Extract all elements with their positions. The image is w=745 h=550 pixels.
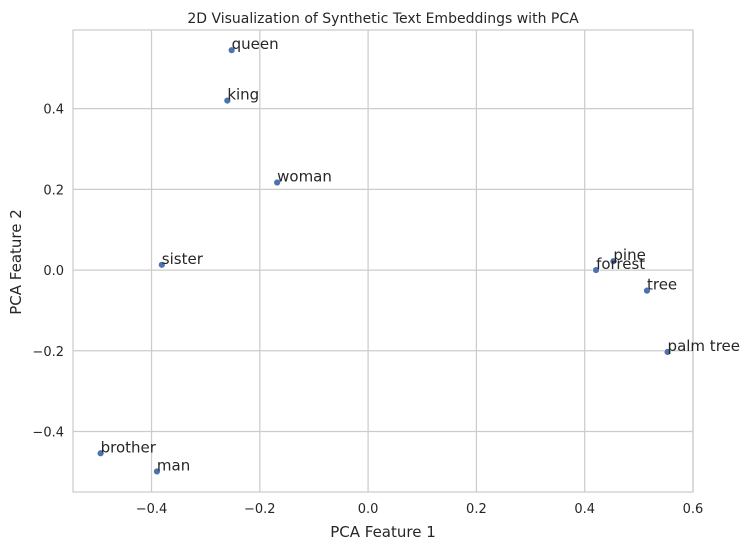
y-tick-label: 0.4 <box>43 103 64 118</box>
data-point <box>609 257 618 265</box>
y-tick-labels: −0.4 −0.2 0.0 0.2 0.4 <box>32 103 64 441</box>
data-point <box>153 467 161 476</box>
data-point <box>592 266 600 274</box>
y-tick-label: −0.4 <box>32 425 64 440</box>
x-tick-label: 0.6 <box>683 502 704 517</box>
y-tick-label: 0.2 <box>43 183 64 198</box>
point-label: sister <box>162 250 204 268</box>
point-label: tree <box>647 276 677 294</box>
point-label: woman <box>277 168 332 186</box>
point-label: queen <box>232 35 279 53</box>
data-point <box>96 449 105 457</box>
point-label: pine <box>613 246 645 264</box>
data-point <box>663 348 672 356</box>
data-point <box>273 178 281 187</box>
data-point <box>158 261 166 269</box>
point-label: king <box>227 86 259 104</box>
y-tick-label: 0.0 <box>43 264 64 279</box>
data-point <box>223 96 232 105</box>
plot-frame <box>72 29 694 493</box>
x-tick-label: 0.4 <box>574 502 595 517</box>
x-axis-label: PCA Feature 1 <box>330 523 436 541</box>
point-label: palm tree <box>668 337 740 355</box>
data-point <box>227 46 236 54</box>
y-axis-label: PCA Feature 2 <box>7 209 25 315</box>
y-tick-label: −0.2 <box>32 345 64 360</box>
x-tick-label: 0.0 <box>358 502 379 517</box>
point-label: forrest <box>596 255 645 273</box>
x-tick-label: −0.2 <box>244 502 276 517</box>
x-tick-label: 0.2 <box>466 502 487 517</box>
chart-title: 2D Visualization of Synthetic Text Embed… <box>187 11 579 27</box>
data-point <box>643 286 651 295</box>
x-tick-label: −0.4 <box>136 502 168 517</box>
data-points <box>96 46 672 476</box>
point-label: brother <box>101 438 157 456</box>
x-tick-labels: −0.4 −0.2 0.0 0.2 0.4 0.6 <box>136 502 704 517</box>
point-label: man <box>157 456 190 474</box>
